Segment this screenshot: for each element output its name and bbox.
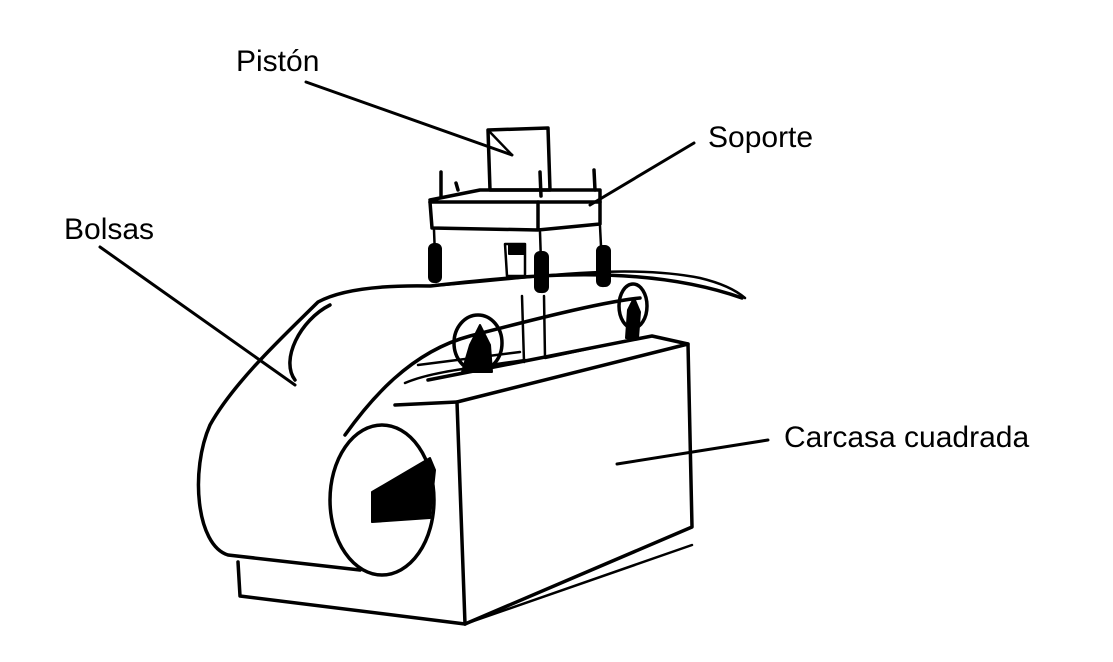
piston-block xyxy=(486,126,552,192)
piston-body xyxy=(486,126,552,192)
bolsas-inner-loop xyxy=(288,296,642,437)
carcasa-bottom-edge xyxy=(463,543,694,626)
top-roller-right-hub xyxy=(625,297,641,339)
carcasa-bottom-left-face xyxy=(236,560,467,626)
left-roller-hub xyxy=(371,457,436,523)
soporte-platform-body xyxy=(428,200,602,232)
top-roller-left-hub xyxy=(461,324,493,373)
label-carcasa: Carcasa cuadrada xyxy=(784,421,1029,454)
leader-piston xyxy=(304,80,514,157)
bolsas-center-panel xyxy=(520,294,632,364)
soporte-frame xyxy=(428,168,611,294)
soporte-clamp-right xyxy=(596,245,611,287)
top-rollers xyxy=(452,282,649,373)
leader-carcasa xyxy=(615,438,770,466)
carcasa-housing xyxy=(236,334,694,626)
leader-soporte xyxy=(588,141,696,207)
carcasa-front-face xyxy=(455,342,694,626)
soporte-clamp-left xyxy=(428,243,442,283)
piston-top-line xyxy=(486,128,514,157)
label-piston: Pistón xyxy=(236,45,319,78)
bolsas-outer-loop xyxy=(196,273,744,572)
soporte-pins xyxy=(439,168,597,198)
bolsas-top-edge xyxy=(428,270,747,300)
soporte-platform-top xyxy=(428,188,602,204)
soporte-center-block xyxy=(508,243,526,255)
soporte-clamp-center xyxy=(534,251,549,293)
label-soporte: Soporte xyxy=(708,121,813,154)
carcasa-top-edge xyxy=(393,334,690,407)
label-bolsas: Bolsas xyxy=(64,213,154,246)
leader-bolsas xyxy=(98,245,297,387)
left-roller-disc xyxy=(328,423,436,577)
bolsas-belt xyxy=(196,270,747,572)
left-roller xyxy=(328,423,436,577)
